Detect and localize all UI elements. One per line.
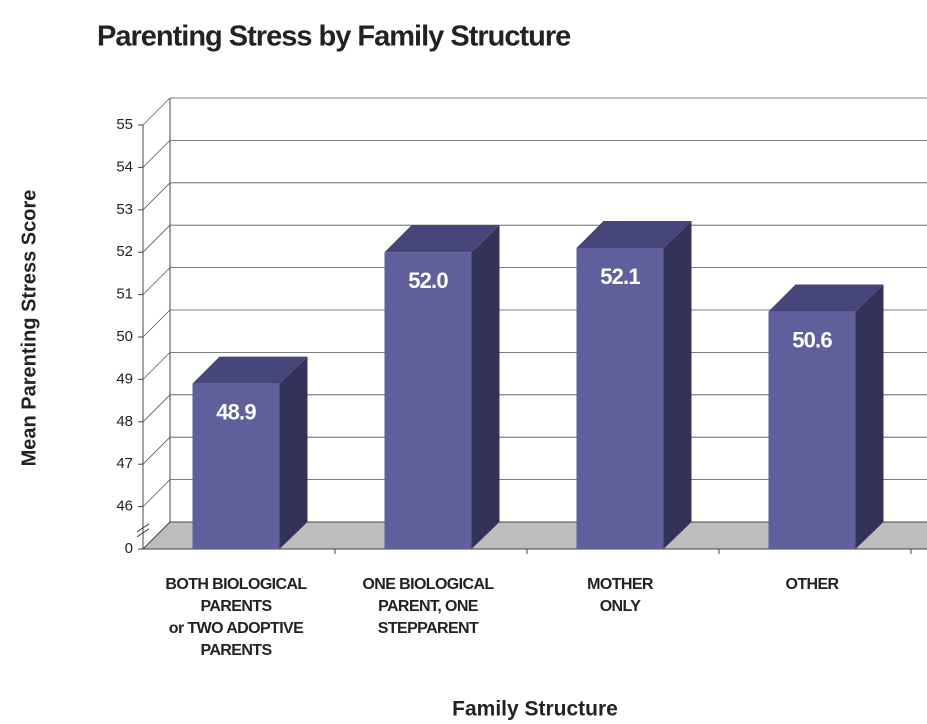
grid-line [142,267,171,295]
y-tick-label: 53 [116,201,133,218]
x-tick-label: MOTHER [587,576,654,593]
x-tick-label: ONLY [600,598,642,615]
grid-line [142,309,171,338]
bar-side [663,220,692,549]
y-tick-label: 46 [116,498,133,515]
y-tick-label: 49 [116,370,133,387]
x-tick-label: BOTH BIOLOGICAL [165,576,307,593]
grid-line [142,394,171,423]
bar [768,311,856,549]
x-tick-label: or TWO ADOPTIVE [169,620,304,637]
y-tick-label: 52 [116,243,133,260]
grid-line [142,479,171,507]
x-axis-label: Family Structure [452,698,618,721]
x-tick-label: STEPPARENT [378,620,479,637]
value-label: 52.1 [600,264,640,289]
bar [384,252,472,549]
x-tick-label: PARENTS [200,598,272,615]
grid-line [142,140,171,168]
plot: 0 46 47 48 49 50 51 52 53 54 55 BOTH BIOLOGICAL PARE… [116,97,927,659]
bar-top [384,225,500,253]
bar-top [768,284,884,312]
y-tick-label: 55 [116,116,133,133]
y-tick-label: 47 [116,455,133,472]
grid-line [142,182,171,211]
y-tick-label: 51 [116,286,133,303]
bar-top [576,220,692,248]
bar [576,247,664,549]
grid-line [142,224,171,253]
floor [141,521,927,550]
bar-side [855,284,884,549]
y-tick-label: 0 [125,540,133,557]
value-label: 52.0 [408,268,448,293]
bar-top [192,356,308,384]
value-label: 50.6 [792,327,832,352]
x-tick-label: OTHER [785,576,839,593]
y-tick-label: 50 [116,328,133,345]
bar-side [471,225,500,549]
bar [192,383,280,549]
x-tick-label: PARENTS [200,642,272,659]
chart-title: Parenting Stress by Family Structure [97,21,571,53]
grid-line [142,352,171,380]
grid-line [142,97,171,126]
y-tick-label: 54 [116,158,133,175]
value-label: 48.9 [216,399,256,424]
y-tick-label: 48 [116,413,133,430]
y-axis-label: Mean Parenting Stress Score [18,190,40,467]
x-tick-label: PARENT, ONE [378,598,479,615]
bar-side [279,356,308,549]
grid-line [142,436,171,465]
x-tick-label: ONE BIOLOGICAL [362,576,494,593]
axis-break [136,523,150,538]
